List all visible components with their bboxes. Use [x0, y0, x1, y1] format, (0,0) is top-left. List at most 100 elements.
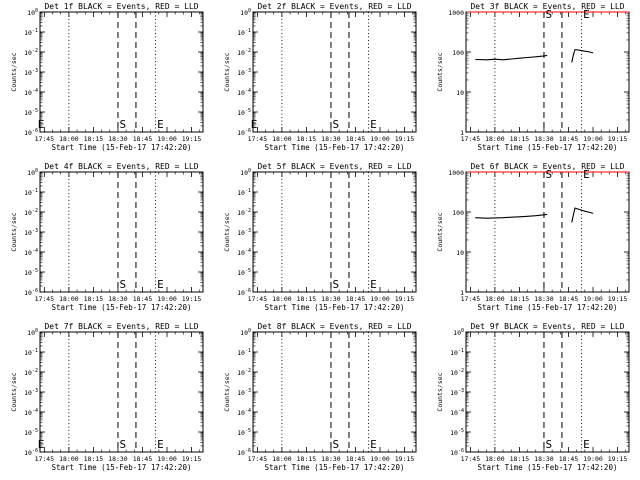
y-tick-label: 10: [456, 89, 464, 97]
x-tick-label: 18:15: [510, 135, 530, 143]
x-tick-label: 18:00: [272, 455, 292, 463]
y-tick-label: 10-6: [237, 128, 251, 137]
event-marker-label: E: [157, 118, 164, 131]
x-tick-label: 18:00: [485, 455, 505, 463]
x-tick-label: 18:45: [346, 135, 366, 143]
y-tick-label: 10-4: [24, 88, 38, 97]
series-line: [475, 54, 548, 61]
x-tick-label: 18:15: [297, 135, 317, 143]
x-tick-label: 19:00: [370, 295, 390, 303]
y-tick-label: 10-1: [237, 28, 251, 37]
y-tick-label: 10-2: [237, 208, 251, 217]
x-tick-label: 17:45: [35, 135, 55, 143]
x-axis-label: Start Time (15-Feb-17 17:42:20): [265, 303, 405, 312]
x-tick-label: 19:00: [157, 455, 177, 463]
panel-title: Det 3f BLACK = Events, RED = LLD: [470, 2, 624, 11]
y-tick-label: 10-2: [24, 368, 38, 377]
y-tick-label: 10-2: [237, 48, 251, 57]
y-tick-label: 1: [460, 129, 464, 137]
y-tick-label: 10-4: [237, 248, 251, 257]
event-marker-label: S: [333, 438, 340, 451]
y-tick-label: 100: [27, 168, 38, 177]
y-tick-label: 10-3: [237, 68, 251, 77]
x-tick-label: 18:00: [272, 295, 292, 303]
x-tick-label: 17:45: [461, 135, 481, 143]
x-axis-label: Start Time (15-Feb-17 17:42:20): [52, 143, 192, 152]
x-tick-label: 17:45: [35, 295, 55, 303]
plot-frame: [252, 331, 417, 453]
x-tick-label: 18:45: [559, 295, 579, 303]
y-tick-label: 100: [452, 209, 464, 217]
y-axis-label: Counts/sec: [436, 372, 444, 411]
plot-frame: [465, 171, 630, 293]
panel-title: Det 4f BLACK = Events, RED = LLD: [44, 162, 198, 171]
y-axis-label: Counts/sec: [10, 372, 18, 411]
y-tick-label: 10-3: [237, 228, 251, 237]
y-tick-label: 10-1: [237, 188, 251, 197]
x-axis-label: Start Time (15-Feb-17 17:42:20): [478, 463, 618, 472]
panel-title: Det 5f BLACK = Events, RED = LLD: [257, 162, 411, 171]
event-marker-label: S: [120, 278, 127, 291]
y-tick-label: 10-4: [24, 248, 38, 257]
y-tick-label: 10-1: [24, 188, 38, 197]
plot-frame: [252, 171, 417, 293]
x-tick-label: 19:00: [157, 135, 177, 143]
x-tick-label: 19:15: [395, 295, 415, 303]
x-axis-label: Start Time (15-Feb-17 17:42:20): [265, 143, 405, 152]
event-marker-label: E: [370, 278, 377, 291]
x-tick-label: 19:15: [608, 135, 628, 143]
panel-title: Det 9f BLACK = Events, RED = LLD: [470, 322, 624, 331]
event-marker-label: E: [583, 168, 590, 181]
panel-title: Det 8f BLACK = Events, RED = LLD: [257, 322, 411, 331]
x-tick-label: 19:00: [583, 455, 603, 463]
x-tick-label: 18:00: [59, 295, 79, 303]
x-tick-label: 18:15: [297, 295, 317, 303]
y-tick-label: 10-5: [24, 108, 38, 117]
y-tick-label: 10-5: [237, 268, 251, 277]
x-tick-label: 17:45: [248, 295, 268, 303]
x-tick-label: 18:30: [534, 295, 554, 303]
event-marker-label: E: [157, 438, 164, 451]
y-axis-label: Counts/sec: [436, 212, 444, 251]
x-tick-label: 19:15: [395, 135, 415, 143]
x-tick-label: 18:30: [108, 455, 128, 463]
detector-panel: Det 6f BLACK = Events, RED = LLD 1 10 100 10…: [436, 162, 630, 312]
x-tick-label: 18:15: [84, 295, 104, 303]
y-tick-label: 10-6: [24, 128, 38, 137]
y-tick-label: 10-2: [24, 208, 38, 217]
x-tick-label: 19:15: [182, 455, 202, 463]
x-axis-label: Start Time (15-Feb-17 17:42:20): [52, 303, 192, 312]
y-tick-label: 10-5: [237, 428, 251, 437]
y-tick-label: 10-5: [24, 268, 38, 277]
x-tick-label: 18:45: [133, 295, 153, 303]
y-tick-label: 1: [460, 289, 464, 297]
y-axis-label: Counts/sec: [223, 212, 231, 251]
event-marker-label: S: [333, 118, 340, 131]
y-tick-label: 10-6: [24, 288, 38, 297]
x-tick-label: 18:15: [84, 135, 104, 143]
x-tick-label: 19:15: [608, 455, 628, 463]
panel-title: Det 2f BLACK = Events, RED = LLD: [257, 2, 411, 11]
plot-frame: [39, 171, 204, 293]
y-tick-label: 10-5: [24, 428, 38, 437]
x-axis-label: Start Time (15-Feb-17 17:42:20): [52, 463, 192, 472]
x-axis-label: Start Time (15-Feb-17 17:42:20): [478, 303, 618, 312]
detector-panel: Det 7f BLACK = Events, RED = LLD 100 10-1 1…: [10, 322, 204, 472]
plot-frame: [252, 11, 417, 133]
detector-panel: Det 9f BLACK = Events, RED = LLD 100 10-1 1…: [436, 322, 630, 472]
x-tick-label: 17:45: [461, 295, 481, 303]
y-tick-label: 10-2: [450, 368, 464, 377]
y-tick-label: 10-6: [237, 448, 251, 457]
event-marker-label: E: [370, 118, 377, 131]
y-tick-label: 10-3: [450, 388, 464, 397]
event-marker-label: E: [157, 278, 164, 291]
x-tick-label: 18:45: [346, 295, 366, 303]
plot-frame: [39, 11, 204, 133]
y-tick-label: 10-4: [24, 408, 38, 417]
x-tick-label: 18:00: [485, 295, 505, 303]
y-tick-label: 10-3: [24, 68, 38, 77]
x-tick-label: 19:15: [395, 455, 415, 463]
x-tick-label: 19:00: [583, 295, 603, 303]
y-tick-label: 100: [240, 328, 251, 337]
